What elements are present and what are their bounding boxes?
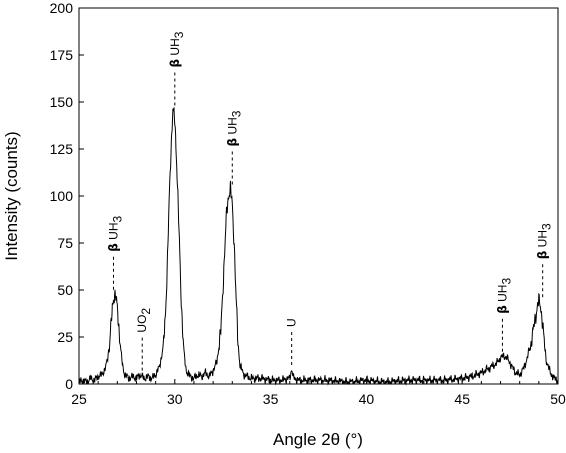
peak-phase-label: β bbox=[495, 305, 509, 314]
x-tick-label: 25 bbox=[71, 391, 87, 407]
y-tick-label: 150 bbox=[50, 94, 74, 110]
x-axis-title: Angle 2θ (°) bbox=[273, 430, 363, 449]
y-tick-label: 75 bbox=[57, 235, 73, 251]
y-axis: 0 25 50 75 100 125 150 175 200 bbox=[50, 0, 84, 392]
x-tick-label: 40 bbox=[359, 391, 375, 407]
peak-phase-label: β bbox=[106, 243, 120, 252]
x-tick-label: 45 bbox=[454, 391, 470, 407]
peak-label: β UH3 bbox=[168, 31, 186, 67]
peak-phase-label: β bbox=[225, 137, 239, 146]
peak-label: β UH3 bbox=[106, 215, 124, 251]
y-tick-label: 175 bbox=[50, 47, 74, 63]
y-axis-title: Intensity (counts) bbox=[2, 131, 21, 260]
x-tick-label: 30 bbox=[167, 391, 183, 407]
y-tick-label: 50 bbox=[57, 282, 73, 298]
peak-compound-label: UH bbox=[106, 222, 120, 239]
peak-label: β UH3 bbox=[495, 278, 513, 314]
peak-compound-label: UH bbox=[495, 285, 509, 302]
peak-phase-label: β bbox=[536, 250, 550, 259]
y-tick-label: 25 bbox=[57, 329, 73, 345]
peak-subscript: 3 bbox=[172, 31, 186, 38]
y-tick-label: 125 bbox=[50, 141, 74, 157]
peak-subscript: 3 bbox=[499, 278, 513, 285]
peak-phase-label: β bbox=[168, 59, 182, 68]
peak-compound-label: UH bbox=[536, 230, 550, 247]
peak-label: β UH3 bbox=[225, 110, 243, 146]
peak-compound-label: UH bbox=[225, 117, 239, 134]
y-tick-label: 200 bbox=[50, 0, 74, 16]
peak-subscript: 3 bbox=[229, 110, 243, 117]
peak-subscript: 3 bbox=[540, 223, 554, 230]
series-line bbox=[78, 106, 559, 386]
peak-compound-label: U bbox=[285, 318, 299, 327]
x-tick-label: 35 bbox=[263, 391, 279, 407]
peak-label: U bbox=[285, 318, 299, 327]
y-tick-label: 0 bbox=[65, 376, 73, 392]
peak-compound-label: UH bbox=[168, 38, 182, 55]
plot-frame bbox=[78, 7, 559, 385]
peak-subscript: 3 bbox=[110, 215, 124, 222]
peak-subscript: 2 bbox=[139, 308, 153, 315]
peak-compound-label: UO bbox=[135, 315, 149, 333]
y-tick-label: 100 bbox=[50, 188, 74, 204]
peak-label: UO2 bbox=[135, 308, 153, 333]
peak-label: β UH3 bbox=[536, 223, 554, 259]
x-tick-label: 50 bbox=[550, 391, 566, 407]
x-axis: 25 30 35 40 45 50 bbox=[71, 379, 566, 407]
